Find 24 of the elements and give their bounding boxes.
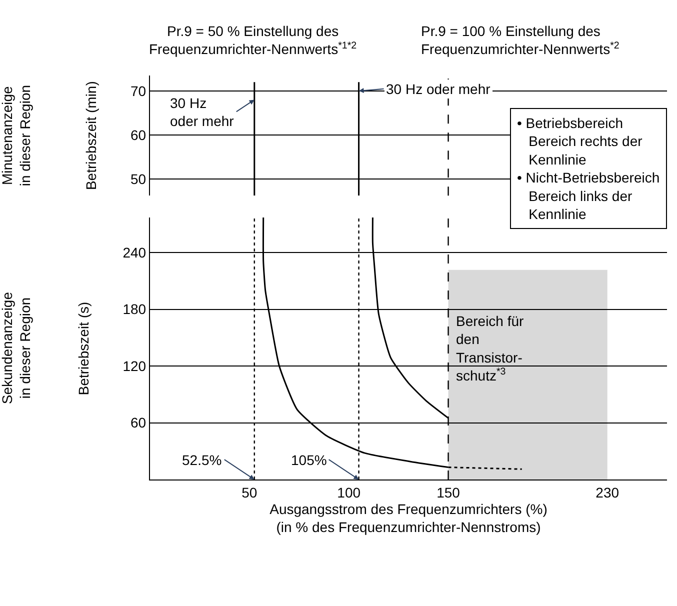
y-tick-label: 60 (130, 126, 146, 143)
band-label: Bereich für den Transistor- schutz$^{*3}$ (456, 313, 524, 384)
chart-title: Pr.9 = 50 % Einstellung des Frequenzumrichter-Nennwerts$^{*1*2}$ (149, 23, 357, 58)
y-axis-title: Betriebszeit (min) (83, 81, 100, 190)
y-tick-label: 70 (130, 82, 146, 99)
y-tick-label: 50 (130, 170, 146, 187)
text: Minutenanzeige in dieser Region (0, 84, 34, 186)
text: Sekundenanzeige in dieser Region (0, 292, 34, 404)
x-axis-title: Ausgangsstrom des Frequenzumrichters (%) (in % des Frequenzumrichter-Nennstroms) (270, 500, 548, 535)
annotation: 30 Hz oder mehr (170, 95, 234, 130)
y-tick-label: 60 (130, 414, 146, 431)
x-tick-label: 150 (436, 484, 460, 500)
annotation: 30 Hz oder mehr (386, 81, 491, 97)
ref-line-label: 105% (291, 452, 327, 468)
y-tick-label: 240 (122, 244, 146, 260)
y-tick-label: 180 (122, 301, 146, 318)
x-tick-label: 50 (242, 484, 258, 500)
ref-line-label: 52.5% (182, 452, 222, 468)
annotation: • Betriebsbereich Bereich rechts der Kennlinie • Nicht-Betriebsbereich Bereich links der Kennlinie (517, 115, 660, 222)
chart-subtitle: Pr.9 = 100 % Einstellung des Frequenzumrichter-Nennwerts$^{*2}$ (421, 23, 620, 58)
x-tick-label: 100 (337, 484, 361, 500)
y-tick-label: 120 (122, 358, 146, 374)
x-tick-label: 230 (596, 484, 620, 500)
y-axis-title: Betriebszeit (s) (75, 302, 92, 396)
